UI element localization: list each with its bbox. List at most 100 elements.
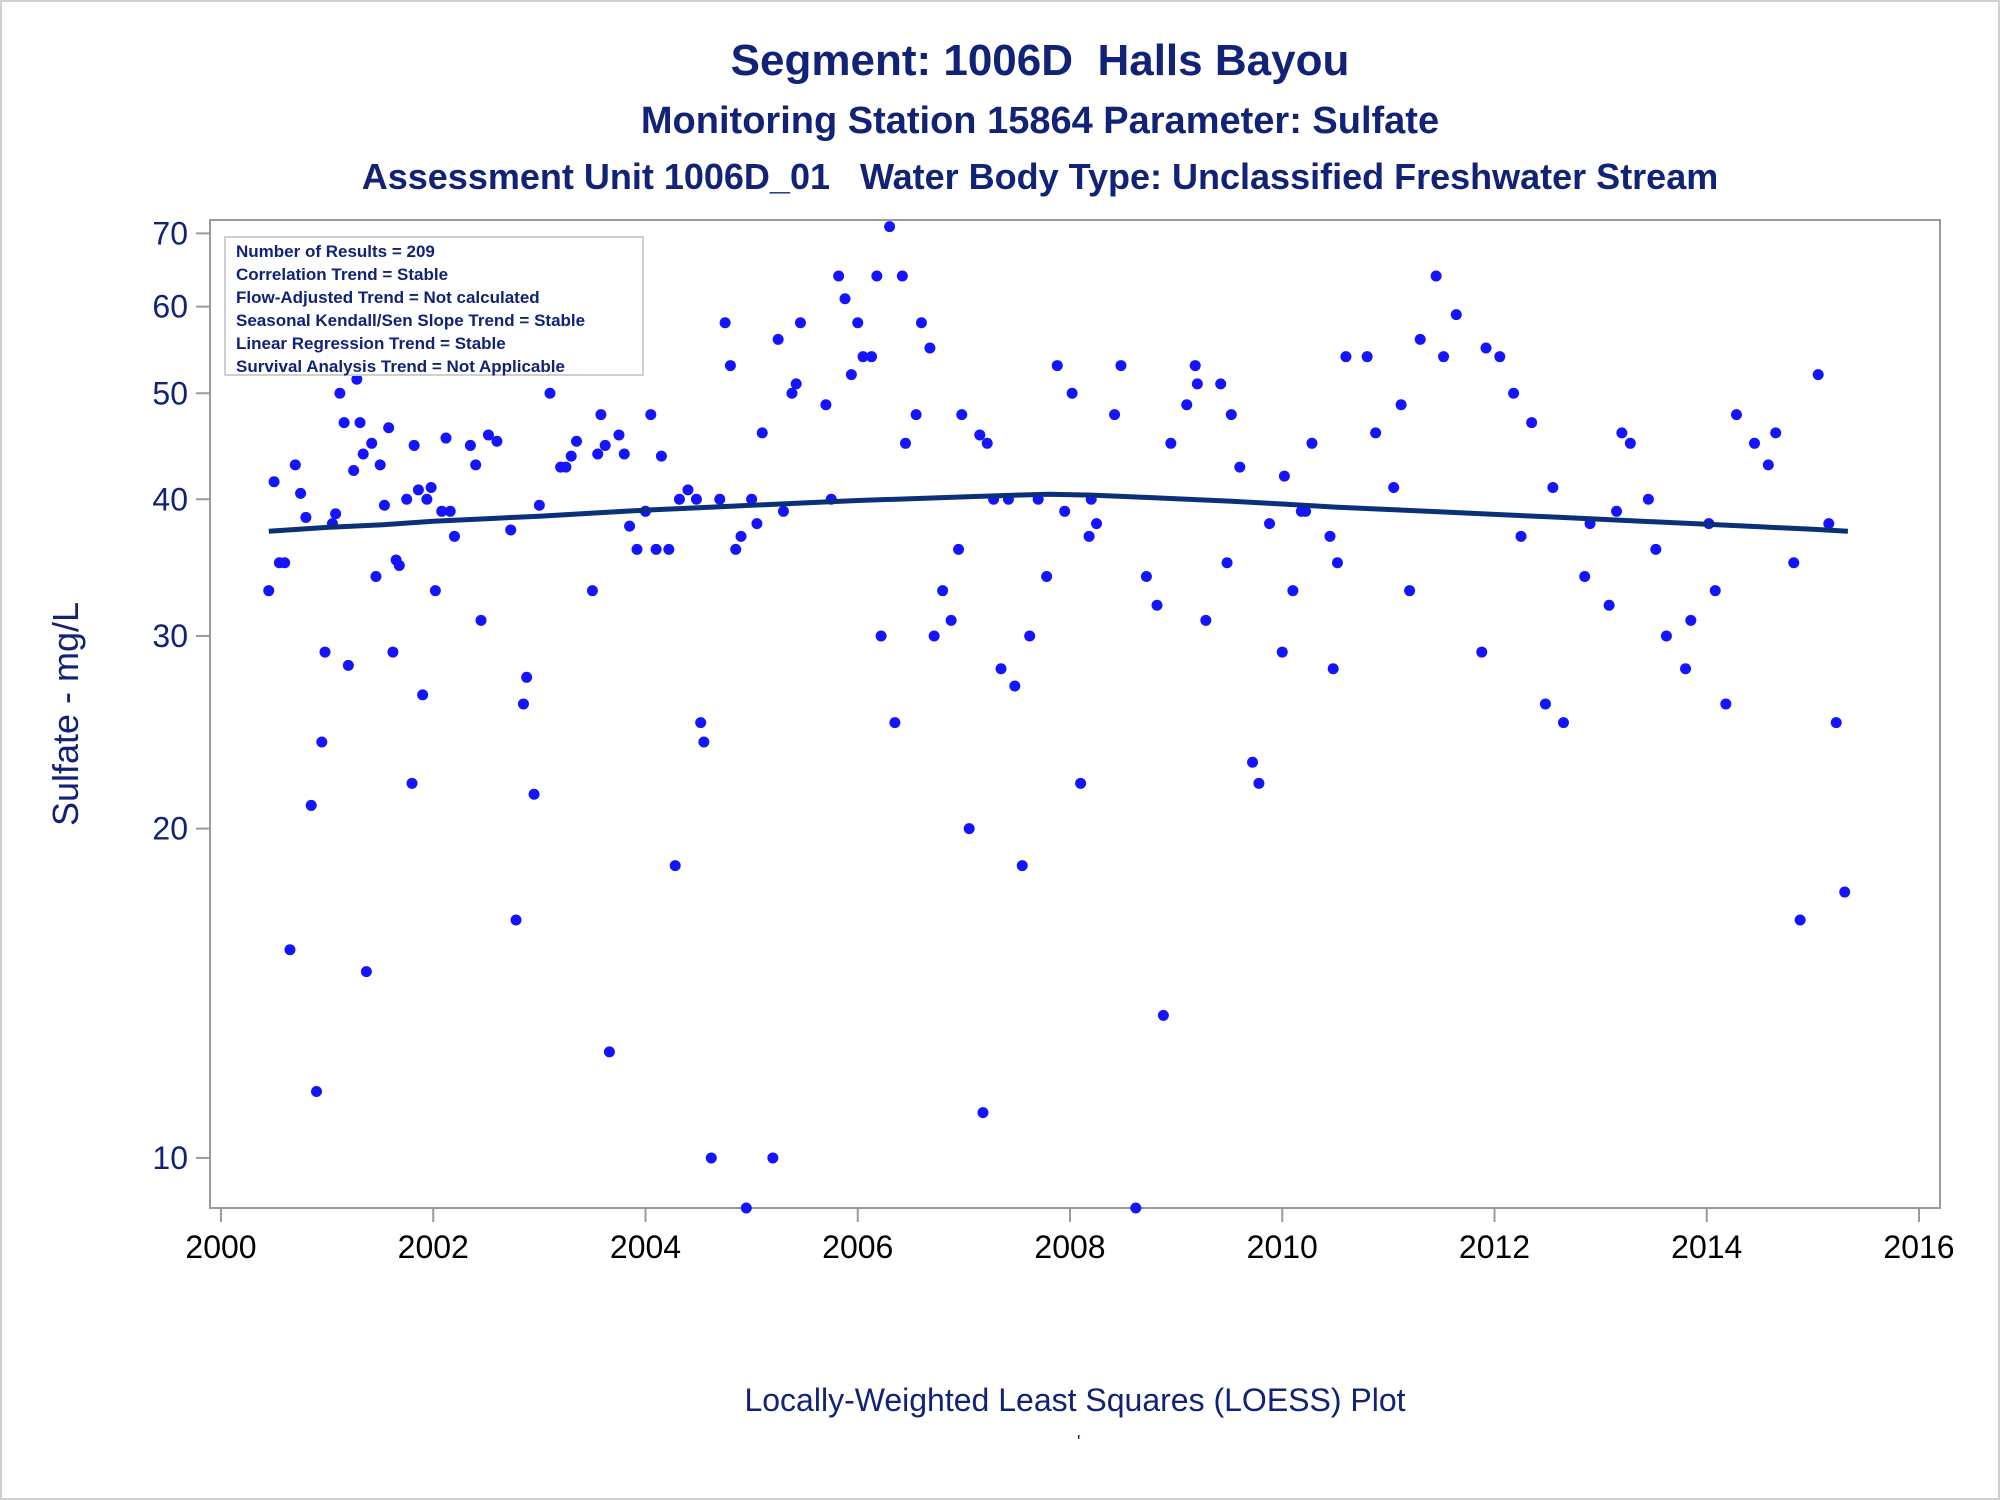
data-point <box>1083 530 1095 542</box>
data-point <box>719 317 731 329</box>
data-point <box>655 450 667 462</box>
x-tick-label: 2000 <box>185 1229 256 1265</box>
data-point <box>1730 409 1742 421</box>
data-point <box>1340 351 1352 363</box>
data-point <box>1276 646 1288 658</box>
data-point <box>1414 333 1426 345</box>
data-point <box>915 317 927 329</box>
data-point <box>1547 482 1559 494</box>
data-point <box>338 417 350 429</box>
data-point <box>393 559 405 571</box>
y-tick-label: 30 <box>152 618 188 654</box>
data-point <box>746 493 758 505</box>
data-point <box>1200 614 1212 626</box>
chart-subtitle-assessment: Assessment Unit 1006D_01 Water Body Type… <box>361 156 1719 197</box>
x-tick-label: 2014 <box>1671 1229 1742 1265</box>
data-point <box>354 417 366 429</box>
data-point <box>1480 342 1492 354</box>
data-point <box>981 437 993 449</box>
data-point <box>1839 886 1851 898</box>
data-point <box>599 439 611 451</box>
data-point <box>429 585 441 597</box>
data-point <box>698 736 710 748</box>
data-point <box>366 437 378 449</box>
data-point <box>663 543 675 555</box>
data-point <box>295 487 307 499</box>
data-point <box>401 493 413 505</box>
data-point <box>279 557 291 569</box>
data-point <box>730 543 742 555</box>
data-point <box>370 570 382 582</box>
data-point <box>491 435 503 447</box>
data-point <box>1680 663 1692 675</box>
data-point <box>560 461 572 473</box>
plot-footnote: Locally-Weighted Least Squares (LOESS) P… <box>744 1382 1406 1418</box>
data-point <box>682 484 694 496</box>
x-tick-label: 2002 <box>398 1229 469 1265</box>
y-axis-label: Sulfate - mg/L <box>45 602 86 826</box>
data-point <box>1370 427 1382 439</box>
data-point <box>300 511 312 523</box>
data-point <box>505 524 517 536</box>
data-point <box>1388 482 1400 494</box>
data-point <box>953 543 965 555</box>
data-point <box>1430 270 1442 282</box>
data-point <box>705 1152 717 1164</box>
data-point <box>1508 387 1520 399</box>
data-point <box>945 614 957 626</box>
data-point <box>1794 914 1806 926</box>
data-point <box>896 270 908 282</box>
data-point <box>1823 518 1835 530</box>
data-point <box>1660 630 1672 642</box>
data-point <box>444 505 456 517</box>
data-point <box>330 508 342 520</box>
data-point <box>440 432 452 444</box>
data-point <box>866 351 878 363</box>
data-point <box>268 476 280 488</box>
data-point <box>351 373 363 385</box>
data-point <box>586 585 598 597</box>
data-point <box>425 482 437 494</box>
data-point <box>714 493 726 505</box>
data-point <box>528 788 540 800</box>
data-point <box>412 484 424 496</box>
x-tick-label: 2012 <box>1459 1229 1530 1265</box>
data-point <box>910 409 922 421</box>
data-point <box>974 429 986 441</box>
data-point <box>1109 409 1121 421</box>
data-point <box>1066 387 1078 399</box>
legend-line-survival-analysis: Survival Analysis Trend = Not Applicable <box>236 357 565 376</box>
x-tick-label: 2010 <box>1247 1229 1318 1265</box>
data-point <box>852 317 864 329</box>
data-point <box>1234 461 1246 473</box>
data-point <box>475 614 487 626</box>
data-point <box>374 459 386 471</box>
data-point <box>875 630 887 642</box>
data-point <box>1331 557 1343 569</box>
data-point <box>1157 1009 1169 1021</box>
data-point <box>517 698 529 710</box>
data-point <box>1361 351 1373 363</box>
data-point <box>1611 505 1623 517</box>
data-point <box>342 659 354 671</box>
data-point <box>924 342 936 354</box>
data-point <box>263 585 275 597</box>
data-point <box>1253 777 1265 789</box>
data-point <box>305 799 317 811</box>
data-point <box>595 409 607 421</box>
chart-title: Segment: 1006D Halls Bayou <box>730 36 1350 85</box>
data-point <box>624 520 636 532</box>
data-point <box>1221 557 1233 569</box>
legend-line-results: Number of Results = 209 <box>236 242 435 261</box>
data-point <box>417 689 429 701</box>
data-point <box>790 378 802 390</box>
data-point <box>618 448 630 460</box>
plot-area-frame <box>209 219 1941 1209</box>
data-point <box>1624 437 1636 449</box>
data-point <box>544 387 556 399</box>
data-point <box>767 1152 779 1164</box>
data-point <box>1215 378 1227 390</box>
data-point <box>1189 360 1201 372</box>
data-point <box>383 422 395 434</box>
legend-line-flow-adjusted: Flow-Adjusted Trend = Not calculated <box>236 288 540 307</box>
